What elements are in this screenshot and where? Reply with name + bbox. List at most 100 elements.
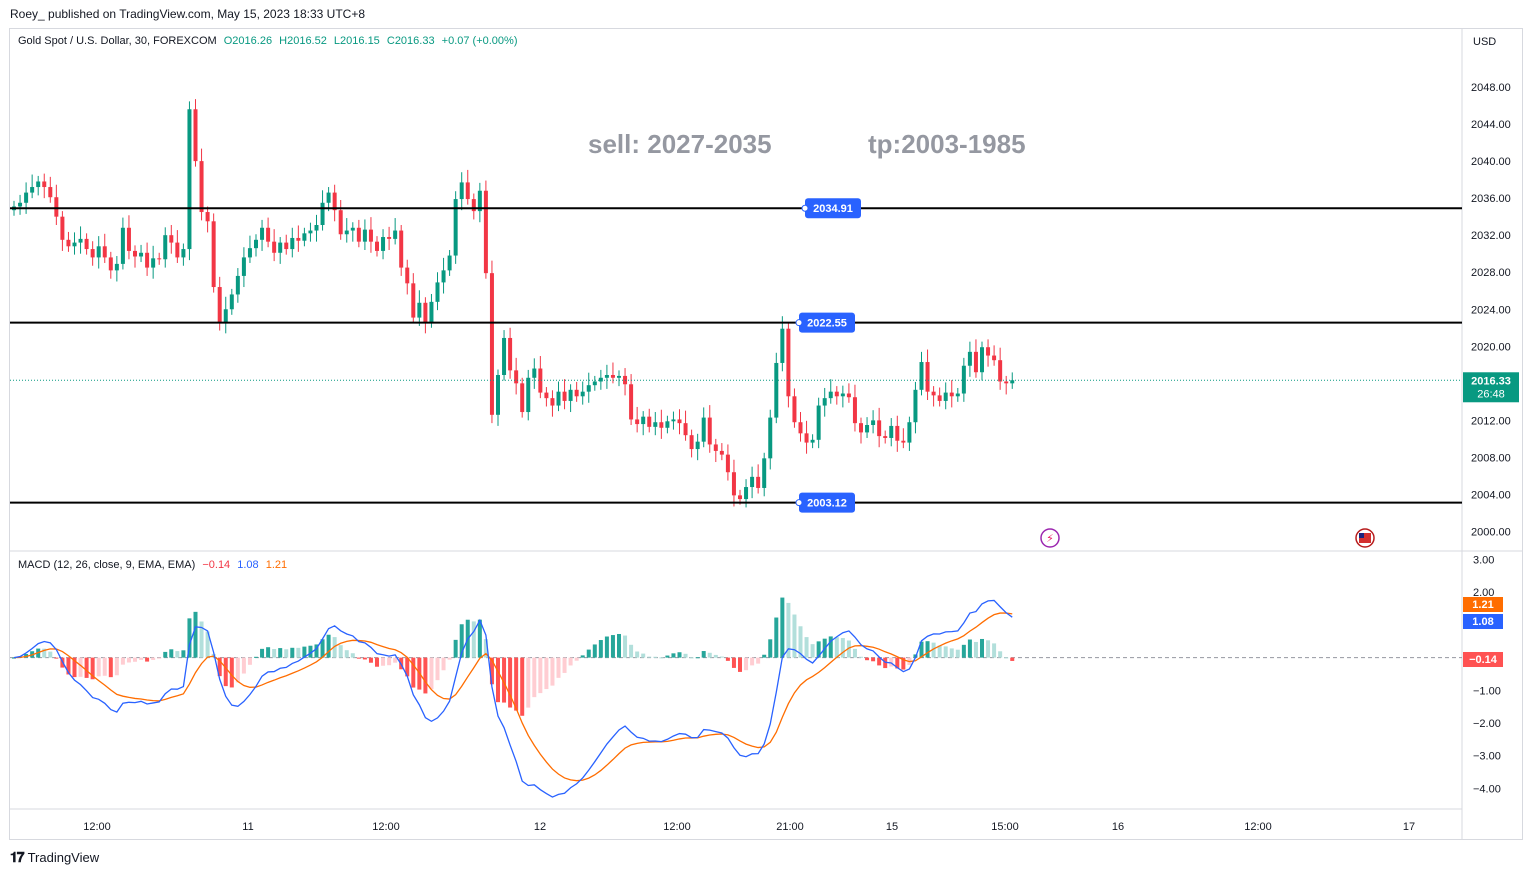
macd-histogram-bar [169, 649, 174, 658]
candle-body [411, 283, 416, 318]
macd-histogram-bar [393, 657, 398, 663]
macd-histogram-bar [90, 657, 95, 680]
macd-histogram-bar [592, 644, 597, 658]
macd-histogram-bar [447, 657, 452, 660]
candle-body [399, 230, 404, 268]
candle-body [852, 397, 857, 424]
macd-histogram-bar [42, 648, 47, 658]
candle-body [834, 391, 839, 397]
macd-tick-label: −4.00 [1473, 783, 1501, 795]
candle-body [477, 190, 482, 212]
macd-histogram-bar [889, 657, 894, 667]
macd-histogram-bar [471, 621, 476, 658]
macd-histogram-bar [526, 657, 531, 708]
candle-body [284, 242, 289, 250]
macd-histogram-bar [798, 626, 803, 658]
macd-name[interactable]: MACD (12, 26, close, 9, EMA, EMA) [18, 559, 196, 571]
candle-body [60, 216, 65, 240]
tradingview-logo[interactable]: 𝟏𝟕 TradingView [10, 849, 99, 866]
level-price-badge[interactable] [799, 312, 855, 333]
macd-histogram-bar [163, 651, 168, 658]
price-tick-label: 2048.00 [1471, 82, 1511, 94]
macd-histogram-bar [326, 634, 331, 658]
symbol-name[interactable]: Gold Spot / U.S. Dollar, 30, FOREXCOM [18, 35, 217, 47]
macd-histogram-bar [126, 657, 131, 663]
macd-histogram-bar [871, 657, 876, 662]
macd-histogram-bar [949, 648, 954, 658]
macd-tick-label: 3.00 [1473, 555, 1494, 567]
macd-histogram-bar [562, 657, 567, 673]
candle-body [48, 187, 53, 198]
candle-body [1010, 380, 1015, 384]
candle-body [780, 328, 785, 363]
macd-signal-value: 1.21 [265, 559, 288, 571]
open-value: O2016.26 [223, 35, 273, 47]
candle-body [877, 420, 882, 437]
candle-body [72, 242, 77, 247]
macd-histogram-bar [254, 656, 258, 658]
candle-body [762, 458, 767, 488]
time-tick-label: 15:00 [991, 821, 1019, 833]
macd-histogram-bar [133, 657, 137, 662]
annotation-tp[interactable]: tp:2003-1985 [868, 129, 1026, 159]
candle-body [810, 439, 815, 443]
candle-body [998, 360, 1003, 382]
macd-histogram-bar [901, 657, 906, 670]
candle-body [193, 109, 198, 162]
macd-histogram-bar [992, 643, 997, 658]
macd-histogram-bar [701, 651, 706, 658]
candle-body [205, 212, 210, 222]
macd-histogram-bar [266, 647, 271, 658]
candle-body [629, 384, 634, 420]
level-price-badge[interactable] [805, 198, 861, 219]
macd-histogram-bar [744, 657, 749, 671]
level-price-badge[interactable] [799, 492, 855, 513]
macd-histogram-bar [205, 631, 210, 658]
candle-body [235, 275, 240, 295]
candle-body [423, 302, 428, 323]
macd-histogram-bar [538, 657, 543, 694]
candle-body [738, 495, 742, 500]
macd-tick-label: 2.00 [1473, 587, 1494, 599]
candle-body [949, 392, 954, 397]
candle-body [381, 237, 386, 251]
candle-body [350, 227, 355, 231]
lightning-event-icon[interactable] [1040, 528, 1060, 548]
annotation-sell[interactable]: sell: 2027-2035 [588, 129, 772, 159]
macd-histogram-bar [102, 657, 107, 676]
macd-histogram-bar [175, 651, 180, 658]
level-handle-icon[interactable] [795, 319, 803, 327]
macd-histogram-bar [713, 654, 718, 658]
macd-histogram-bar [665, 655, 670, 658]
candle-body [90, 249, 95, 258]
time-tick-label: 15 [886, 821, 898, 833]
macd-histogram-bar [574, 657, 579, 661]
candle-body [229, 294, 234, 310]
price-tick-label: 2024.00 [1471, 304, 1511, 316]
candle-body [731, 472, 736, 496]
macd-histogram-bar [828, 636, 833, 658]
candle-body [362, 229, 367, 242]
level-handle-icon[interactable] [795, 499, 803, 507]
candle-body [102, 246, 107, 258]
macd-histogram-bar [550, 657, 555, 686]
macd-histogram-bar [695, 657, 700, 659]
time-tick-label: 12:00 [83, 821, 111, 833]
candle-body [719, 450, 724, 455]
macd-histogram-bar [108, 657, 113, 678]
candle-body [308, 230, 313, 234]
last-price-countdown: 26:48 [1477, 388, 1505, 400]
macd-histogram-bar [423, 657, 428, 694]
candle-body [163, 235, 168, 260]
candle-body [617, 375, 621, 378]
candle-body [375, 241, 379, 251]
candle-body [489, 273, 494, 415]
us-flag-stripes-icon [1359, 533, 1371, 543]
macd-value-badge [1463, 652, 1503, 667]
candle-body [792, 396, 797, 423]
candle-body [568, 389, 573, 401]
candle-body [314, 225, 319, 231]
level-handle-icon[interactable] [801, 204, 809, 212]
candle-body [151, 258, 156, 268]
